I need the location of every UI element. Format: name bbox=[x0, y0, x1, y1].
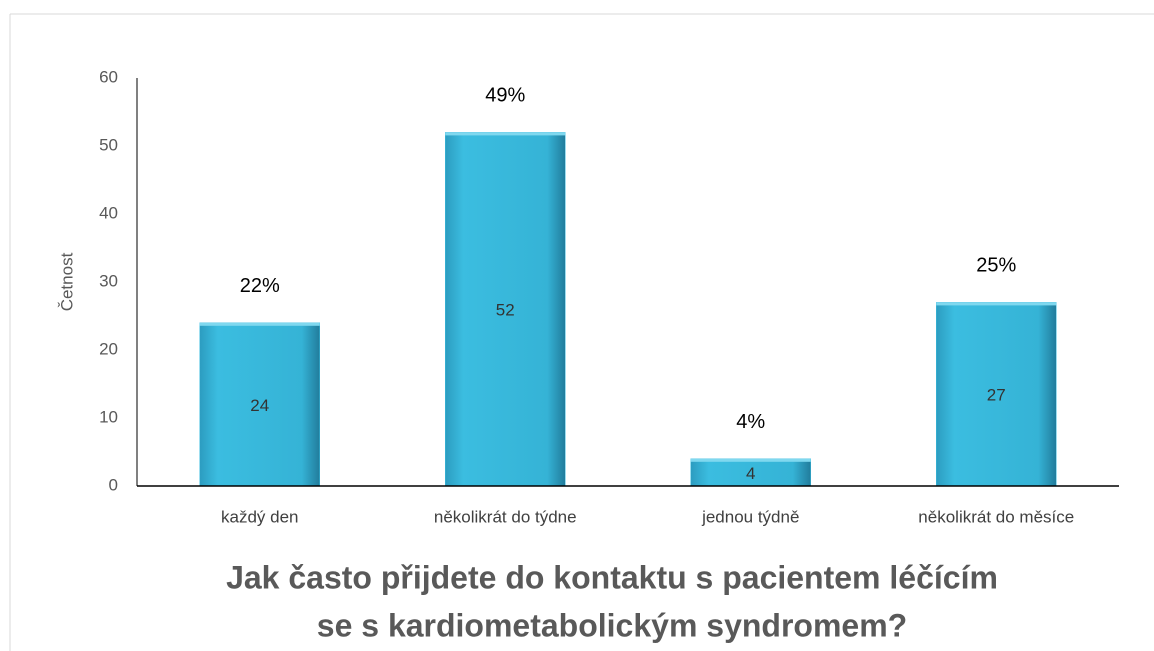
x-tick-label: každý den bbox=[221, 507, 299, 526]
y-tick-label: 40 bbox=[99, 203, 118, 222]
chart-title: Jak často přijdete do kontaktu s pacient… bbox=[226, 559, 998, 595]
value-label: 27 bbox=[987, 386, 1006, 405]
bar bbox=[690, 458, 811, 487]
x-tick-label: několikrát do týdne bbox=[434, 507, 577, 526]
y-tick-label: 60 bbox=[99, 67, 118, 86]
x-tick-label: několikrát do měsíce bbox=[918, 507, 1074, 526]
y-tick-label: 20 bbox=[99, 339, 118, 358]
bar-top bbox=[445, 132, 566, 136]
x-tick-label: jednou týdně bbox=[701, 507, 799, 526]
percent-label: 22% bbox=[240, 275, 280, 297]
percent-label: 49% bbox=[485, 85, 525, 107]
value-label: 24 bbox=[250, 396, 269, 415]
y-tick-label: 30 bbox=[99, 271, 118, 290]
bar bbox=[936, 302, 1057, 487]
bar-top bbox=[936, 302, 1057, 306]
bar bbox=[199, 322, 320, 487]
y-tick-label: 50 bbox=[99, 135, 118, 154]
value-label: 52 bbox=[496, 301, 515, 320]
y-tick-label: 10 bbox=[99, 407, 118, 426]
y-axis-label: Četnost bbox=[57, 252, 76, 311]
percent-label: 25% bbox=[976, 255, 1016, 277]
chart-title: se s kardiometabolickým syndromem? bbox=[317, 607, 907, 643]
bar-top bbox=[199, 322, 320, 326]
percent-label: 4% bbox=[736, 411, 765, 433]
value-label: 4 bbox=[746, 464, 755, 483]
y-tick-label: 0 bbox=[109, 475, 118, 494]
bar-top bbox=[690, 458, 811, 462]
